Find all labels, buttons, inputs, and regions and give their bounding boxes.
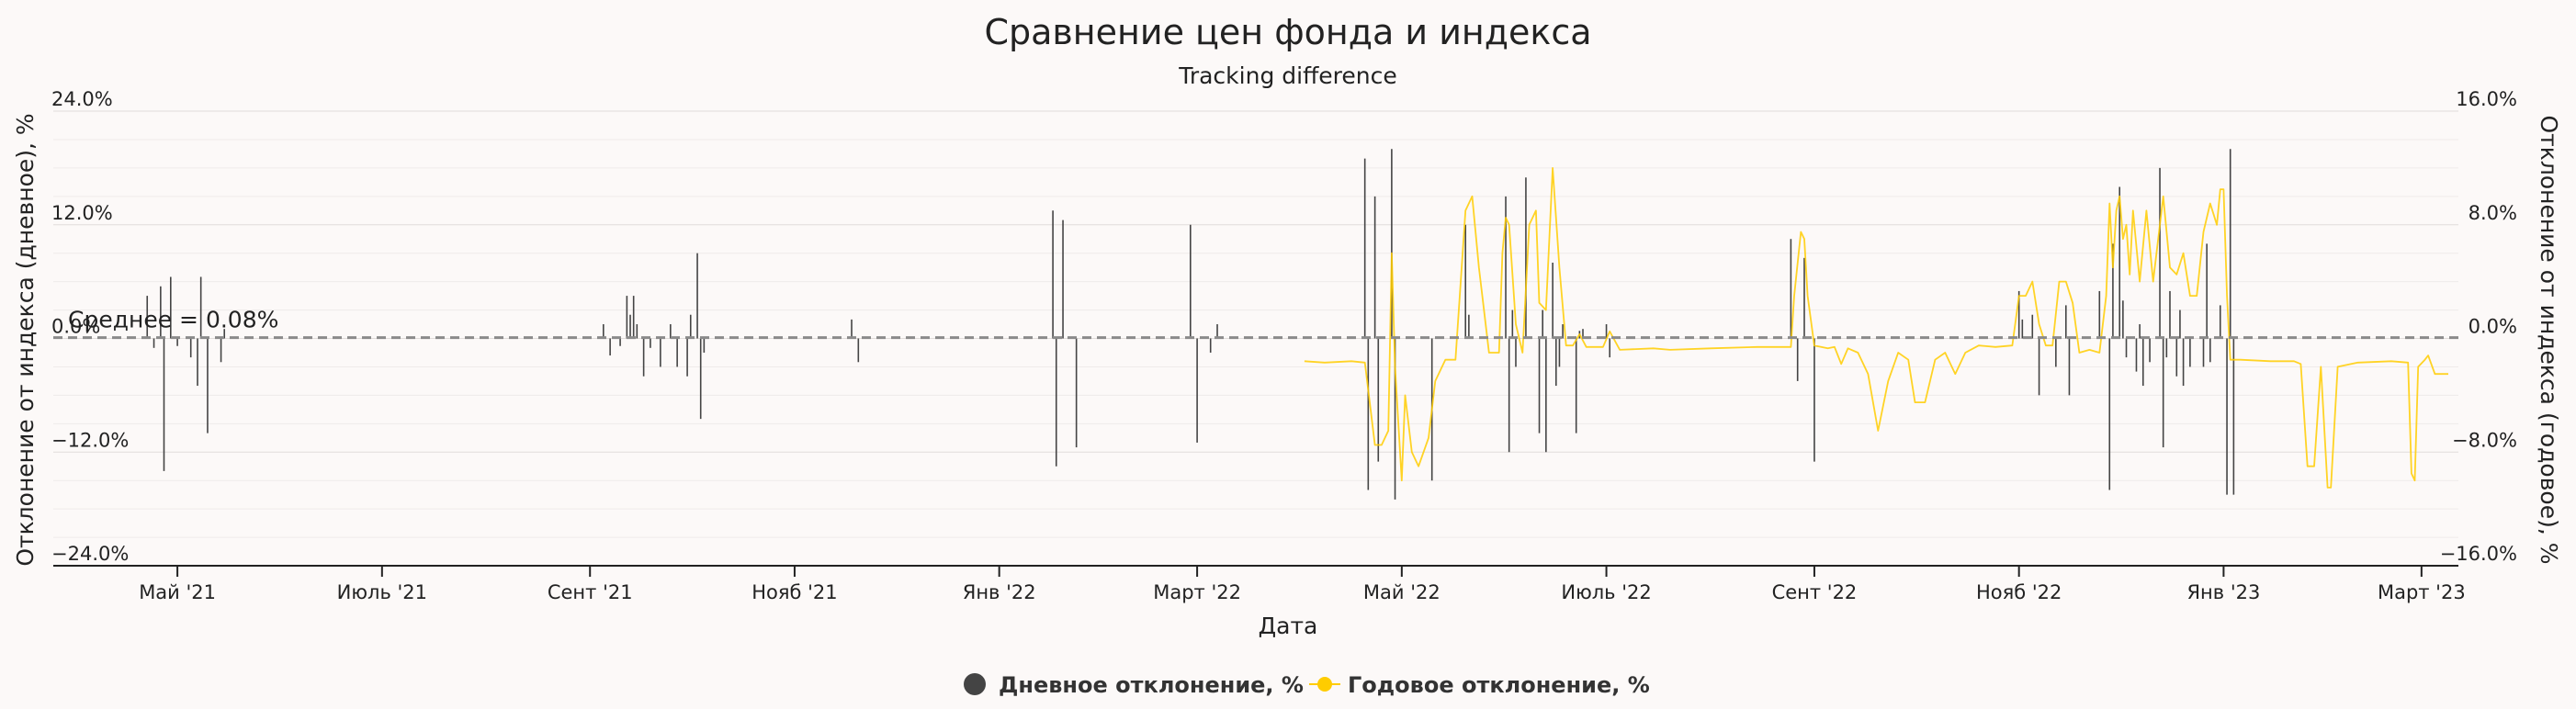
x-tick-label: Март '22 (1153, 581, 1241, 603)
legend-item-daily[interactable]: Дневное отклонение, % (964, 672, 1304, 698)
y-right-tick-label: 0.0% (2469, 316, 2517, 338)
x-tick-label: Нояб '22 (1976, 581, 2062, 603)
chart-subtitle: Tracking difference (1178, 62, 1397, 89)
x-tick-label: Июль '21 (337, 581, 427, 603)
x-axis-label: Дата (1259, 613, 1318, 639)
y-axis-left-label: Отклонение от индекса (дневное), % (12, 113, 39, 566)
daily-deviation-bars (146, 149, 2235, 500)
legend-marker-daily (964, 673, 986, 695)
y-left-tick-label: 24.0% (51, 88, 113, 110)
y-left-tick-label: −24.0% (51, 543, 129, 565)
x-tick-label: Июль '22 (1561, 581, 1651, 603)
chart-title: Сравнение цен фонда и индекса (984, 12, 1591, 52)
y-left-tick-label: −12.0% (51, 429, 129, 451)
mean-line-label: Среднее = 0.08% (68, 307, 278, 333)
y-left-tick-label: 12.0% (51, 202, 113, 224)
y-right-tick-label: −8.0% (2452, 429, 2517, 451)
legend: Дневное отклонение, % Годовое отклонение… (964, 672, 1650, 698)
legend-item-annual[interactable]: Годовое отклонение, % (1309, 672, 1650, 698)
y-left-tick-label: 0.0% (51, 316, 100, 338)
legend-label-annual: Годовое отклонение, % (1348, 672, 1650, 698)
y-axis-right-label: Отклонение от индекса (годовое), % (2536, 115, 2562, 564)
annual-deviation-series-line (1304, 166, 2448, 489)
mean-line-group: Среднее = 0.08% (53, 307, 2458, 340)
annual-deviation-line (1304, 166, 2448, 489)
legend-marker-annual (1317, 677, 1332, 692)
x-tick-label: Янв '22 (963, 581, 1036, 603)
y-right-tick-label: 16.0% (2456, 88, 2517, 110)
x-tick-label: Сент '22 (1772, 581, 1858, 603)
x-tick-label: Май '21 (139, 581, 216, 603)
x-tick-label: Март '23 (2378, 581, 2466, 603)
grid-lines (53, 110, 2458, 567)
y-right-tick-label: 8.0% (2469, 202, 2517, 224)
x-tick-label: Сент '21 (548, 581, 633, 603)
legend-label-daily: Дневное отклонение, % (999, 672, 1304, 698)
y-right-tick-label: −16.0% (2440, 543, 2517, 565)
axes: 24.0% 12.0% 0.0% −12.0% −24.0% 16.0% 8.0% 0.0% −… (51, 88, 2517, 603)
x-tick-label: Янв '23 (2186, 581, 2260, 603)
x-tick-label: Нояб '21 (751, 581, 837, 603)
x-tick-label: Май '22 (1363, 581, 1441, 603)
